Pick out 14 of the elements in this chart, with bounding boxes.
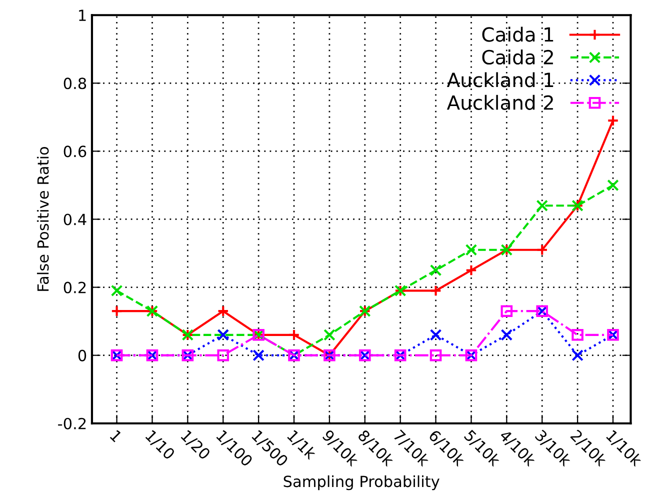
y-tick-label: 0.2: [64, 282, 86, 294]
legend-label: Auckland 1: [446, 72, 554, 88]
y-tick-label: 0.8: [64, 78, 86, 90]
legend-label: Caida 2: [482, 49, 553, 65]
y-tick-label: 0.4: [64, 214, 86, 226]
legend-label: Caida 1: [482, 26, 554, 42]
y-tick-label: 0: [78, 350, 86, 362]
y-tick-label: 1: [79, 10, 86, 21]
y-axis-title: False Positive Ratio: [36, 146, 49, 291]
x-tick-label: 1: [110, 430, 122, 442]
y-tick-label: 0.6: [64, 146, 86, 158]
x-axis-title: Sampling Probability: [284, 475, 440, 490]
y-tick-label: -0.2: [58, 418, 86, 430]
legend-label: Auckland 2: [446, 94, 553, 110]
